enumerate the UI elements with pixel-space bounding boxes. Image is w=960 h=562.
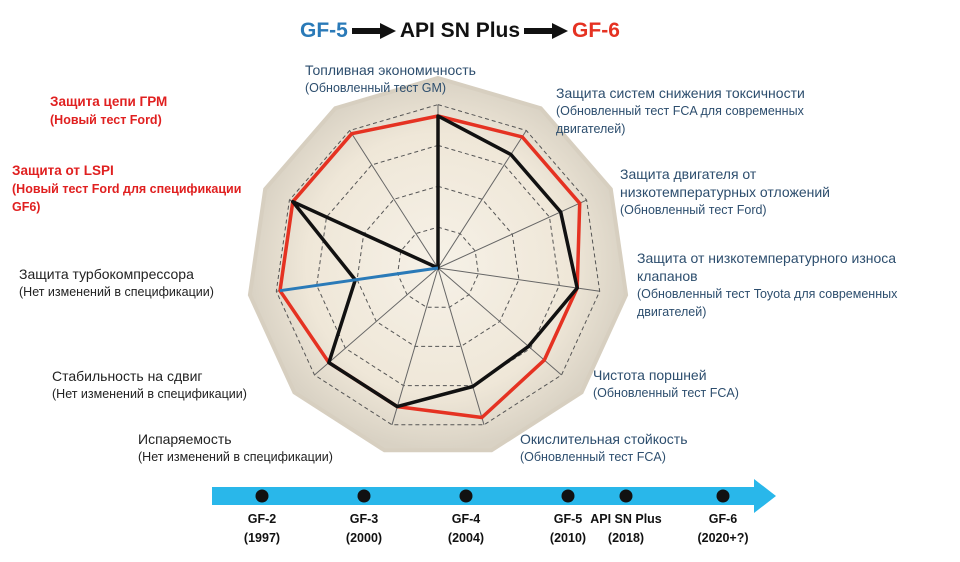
- timeline-label-name: API SN Plus: [590, 512, 662, 526]
- radar-ring: [397, 226, 479, 308]
- radar-spoke: [314, 267, 439, 376]
- radar-spoke: [437, 267, 562, 376]
- timeline-label-name: GF-4: [451, 512, 481, 526]
- timeline-label: GF-2 (1997): [217, 510, 307, 548]
- header-gf6: GF-6: [572, 19, 620, 42]
- arrow-right-icon: [351, 23, 396, 39]
- label-lspi: Защита от LSPI (Новый тест Ford для спец…: [12, 163, 242, 214]
- label-piston: Чистота поршней (Обновленный тест FCA): [593, 367, 739, 400]
- series-gf5: [279, 266, 439, 293]
- radar-ring: [356, 185, 520, 347]
- timeline-label-name: GF-5: [553, 512, 583, 526]
- header-gf5: GF-5: [300, 19, 348, 42]
- timeline-dot: [619, 489, 633, 503]
- label-valve: Защита от низкотемпературного износа кла…: [637, 250, 898, 319]
- label-turbo: Защита турбокомпрессора (Нет изменений в…: [19, 266, 214, 299]
- radar-spoke: [349, 130, 439, 269]
- radar-spoke: [391, 267, 439, 425]
- timeline-label: GF-5 (2010): [523, 510, 613, 548]
- radar-spoke: [437, 267, 485, 425]
- series-api-sn-plus: [291, 114, 579, 409]
- radar-spoke: [437, 267, 600, 292]
- timeline-label-year: (2010): [549, 531, 587, 545]
- timeline-label: GF-6 (2020+?): [678, 510, 768, 548]
- radar-ring: [275, 104, 601, 426]
- timeline-label-name: GF-6: [708, 512, 738, 526]
- timeline-dot: [357, 489, 371, 503]
- label-emissions: Защита систем снижения токсичности (Обно…: [556, 85, 805, 136]
- header-api: API SN Plus: [399, 19, 521, 42]
- timeline-label-name: GF-2: [247, 512, 277, 526]
- timeline-label-year: (2018): [607, 531, 645, 545]
- label-oxid: Окислительная стойкость (Обновленный тес…: [520, 431, 688, 464]
- label-fuel: Топливная экономичность (Обновленный тес…: [305, 62, 476, 95]
- label-evap: Испаряемость (Нет изменений в спецификац…: [138, 431, 333, 464]
- timeline-dot: [459, 489, 473, 503]
- label-lowtemp: Защита двигателя от низкотемпературных о…: [620, 166, 830, 217]
- timeline-label-year: (2020+?): [697, 531, 749, 545]
- header: GF-5 API SN Plus GF-6: [300, 16, 620, 46]
- series-gf6: [278, 114, 582, 420]
- arrow-right-icon: [524, 23, 569, 39]
- timeline-dot: [716, 489, 730, 503]
- timeline-label-year: (2000): [345, 531, 383, 545]
- timeline-dot: [561, 489, 575, 503]
- timeline-label-name: GF-3: [349, 512, 379, 526]
- timeline-label: GF-4 (2004): [421, 510, 511, 548]
- timeline-arrow: [212, 479, 776, 513]
- radar-ring: [316, 144, 560, 387]
- label-shear: Стабильность на сдвиг (Нет изменений в с…: [52, 368, 247, 401]
- label-chain: Защита цепи ГРМ (Новый тест Ford): [50, 94, 168, 127]
- timeline-dot: [255, 489, 269, 503]
- timeline-label-year: (1997): [243, 531, 281, 545]
- timeline-label: API SN Plus (2018): [581, 510, 671, 548]
- timeline-label-year: (2004): [447, 531, 485, 545]
- timeline-label: GF-3 (2000): [319, 510, 409, 548]
